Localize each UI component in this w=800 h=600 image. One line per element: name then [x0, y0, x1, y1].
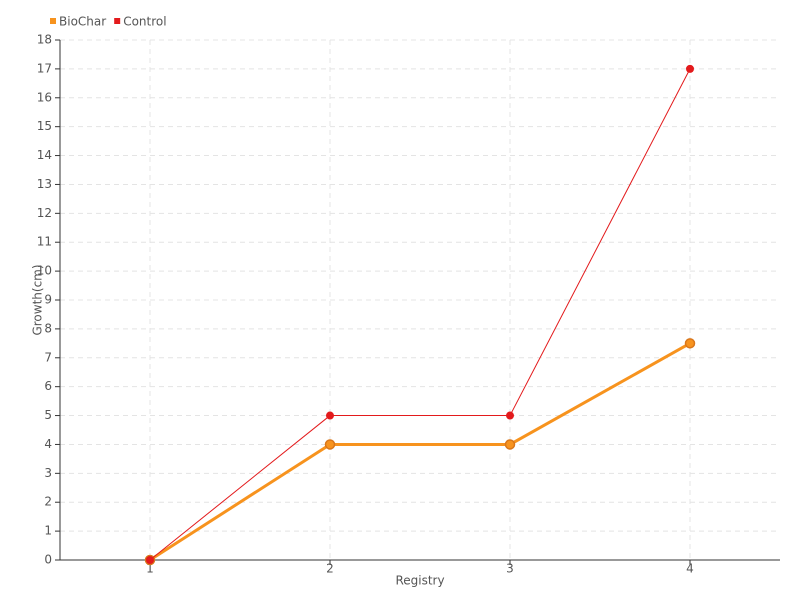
- y-tick-label: 8: [44, 321, 52, 335]
- x-tick-label: 4: [686, 562, 694, 576]
- y-tick-label: 15: [37, 119, 52, 133]
- x-axis-label: Registry: [395, 574, 444, 588]
- point: [504, 439, 516, 450]
- point: [506, 411, 514, 420]
- y-tick-label: 10: [37, 264, 52, 278]
- point: [324, 439, 336, 450]
- y-tick-label: 2: [44, 495, 52, 509]
- x-tick-label: 1: [146, 562, 154, 576]
- y-tick-label: 18: [37, 33, 52, 47]
- series-line: [149, 342, 691, 562]
- point: [686, 64, 694, 73]
- y-tick-label: 9: [44, 293, 52, 307]
- y-tick-label: 1: [44, 524, 52, 538]
- series-line: [149, 68, 691, 561]
- y-tick-label: 3: [44, 466, 52, 480]
- point: [684, 338, 696, 349]
- y-tick-label: 17: [37, 61, 52, 75]
- x-tick-label: 2: [326, 562, 334, 576]
- y-tick-label: 7: [44, 350, 52, 364]
- x-tick-label: 3: [506, 562, 514, 576]
- y-tick-label: 5: [44, 408, 52, 422]
- y-tick-label: 12: [37, 206, 52, 220]
- legend-swatch: [50, 18, 56, 24]
- point: [326, 411, 334, 420]
- y-tick-label: 14: [37, 148, 52, 162]
- y-axis-label: Growth(cm): [31, 264, 45, 335]
- legend-swatch: [114, 18, 121, 24]
- y-tick-label: 0: [44, 553, 52, 567]
- y-tick-label: 13: [37, 177, 52, 191]
- y-tick-label: 4: [44, 437, 52, 451]
- y-tick-label: 16: [37, 90, 52, 104]
- legend-label: BioChar: [59, 15, 106, 29]
- y-tick-label: 6: [44, 379, 52, 393]
- legend-label: Control: [123, 15, 166, 29]
- y-tick-label: 11: [37, 235, 52, 249]
- point: [146, 556, 154, 564]
